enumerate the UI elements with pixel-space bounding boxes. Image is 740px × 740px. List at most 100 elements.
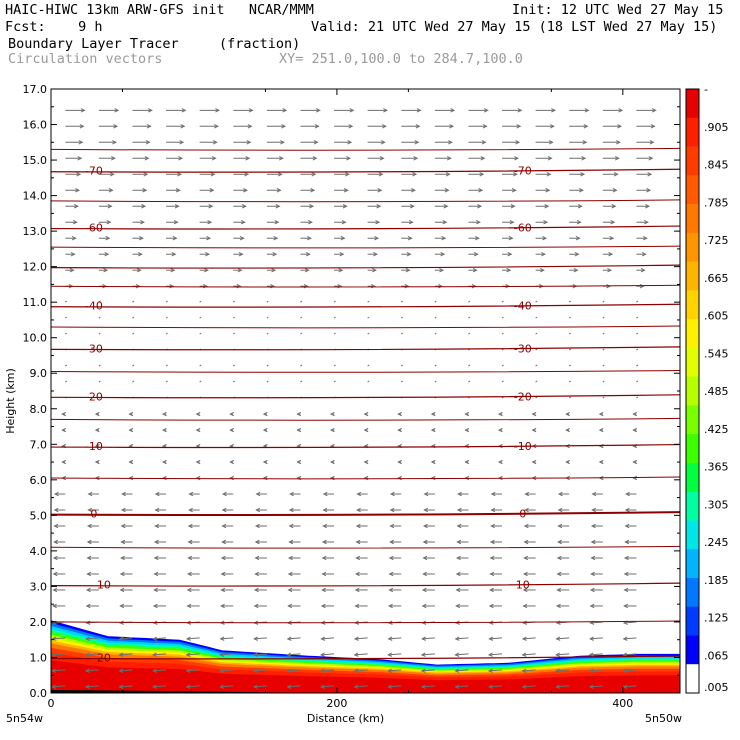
vector-20: [118, 668, 133, 673]
vector-311: [229, 411, 234, 417]
isotherm-label-0-1: -70: [514, 165, 532, 178]
vector-193: [490, 523, 503, 529]
vector-489: [166, 252, 177, 257]
vector-63: [353, 636, 368, 641]
x-start-location: 5n54w: [6, 712, 43, 725]
vector-363: [165, 364, 168, 367]
vector-352: [400, 380, 404, 383]
vector-321: [565, 411, 570, 417]
y-tick-label-14: 14.0: [23, 190, 48, 203]
vector-176: [523, 539, 536, 545]
vector-295: [296, 427, 302, 433]
vector-96: [253, 603, 267, 609]
vector-24: [252, 668, 267, 673]
vector-215: [624, 507, 637, 513]
vector-596: [132, 156, 150, 161]
vector-401: [232, 332, 236, 335]
vector-21: [151, 668, 167, 673]
vector-480: [468, 268, 478, 273]
vector-552: [468, 204, 483, 209]
vector-640: [401, 124, 421, 129]
vector-581: [233, 172, 250, 177]
vector-614: [132, 140, 151, 145]
vector-267: [565, 459, 570, 465]
vector-446: [535, 300, 538, 303]
vector-556: [602, 204, 617, 209]
vector-146: [120, 555, 133, 561]
vector-262: [397, 459, 402, 465]
isotherm-minor-2: [50, 245, 681, 249]
vector-507: [166, 236, 178, 241]
y-tick-label-10: 10.0: [23, 332, 48, 345]
vector-656: [334, 108, 355, 113]
vector-130: [186, 571, 200, 577]
vector-435: [165, 300, 168, 303]
field-units: (fraction): [219, 36, 301, 52]
vector-225: [356, 491, 368, 497]
vector-122: [522, 587, 536, 593]
vector-294: [262, 427, 268, 433]
vector-473: [233, 268, 243, 273]
isotherm-minor-1: [50, 199, 681, 203]
vector-251: [632, 475, 638, 481]
y-tick-label-0: 0.0: [30, 687, 48, 700]
vector-293: [229, 427, 234, 433]
vector-419: [232, 316, 236, 319]
vector-546: [266, 204, 281, 209]
vector-404: [333, 332, 336, 335]
vector-59: [219, 636, 234, 641]
vector-317: [430, 411, 436, 417]
vector-533: [434, 220, 448, 225]
vector-261: [363, 459, 369, 465]
vector-412: [602, 332, 605, 335]
colorbar-label-3: .785: [704, 196, 729, 209]
y-tick-label-16: 16.0: [23, 119, 48, 132]
vector-341: [636, 396, 639, 399]
colorbar-label-7: .545: [704, 347, 729, 360]
isotherm-minor-8: [50, 545, 681, 549]
y-tick-label-7: 7.0: [30, 438, 48, 451]
vector-301: [497, 427, 503, 433]
vector-611: [636, 156, 654, 161]
vector-376: [602, 364, 605, 367]
vector-513: [367, 236, 380, 241]
vector-137: [422, 571, 435, 577]
vector-173: [422, 539, 435, 545]
vector-361: [98, 364, 101, 367]
vector-428: [535, 316, 538, 319]
vector-4: [185, 684, 200, 689]
vector-508: [199, 236, 212, 241]
colorbar-swatch-16: [686, 549, 699, 579]
vector-532: [401, 220, 414, 225]
vector-196: [590, 523, 603, 529]
vector-633: [166, 124, 186, 129]
vector-487: [98, 252, 110, 257]
vector-478: [401, 268, 411, 273]
vector-431: [636, 316, 639, 319]
y-tick-label-3: 3.0: [30, 580, 48, 593]
y-tick-label-9: 9.0: [30, 367, 48, 380]
vector-396: [64, 332, 68, 335]
colorbar-swatch-19: [686, 635, 699, 665]
vector-134: [321, 571, 335, 577]
y-tick-label-17: 17.0: [23, 83, 48, 96]
vector-103: [488, 603, 503, 609]
vector-576: [65, 172, 82, 177]
vector-60: [253, 636, 267, 641]
vector-547: [300, 204, 315, 209]
vector-172: [389, 539, 402, 545]
vector-649: [98, 108, 120, 113]
vector-660: [468, 108, 489, 113]
vector-474: [266, 268, 277, 273]
vector-617: [233, 140, 252, 145]
vector-591: [569, 172, 586, 177]
colorbar-label-4: .725: [704, 234, 729, 247]
vector-559: [98, 188, 114, 193]
vector-406: [400, 332, 404, 335]
vector-475: [300, 268, 310, 273]
field-name: Boundary Layer Tracer: [8, 36, 179, 52]
vector-143: [623, 571, 637, 577]
vector-471: [166, 268, 176, 273]
vector-182: [120, 523, 133, 529]
vector-564: [266, 188, 282, 193]
